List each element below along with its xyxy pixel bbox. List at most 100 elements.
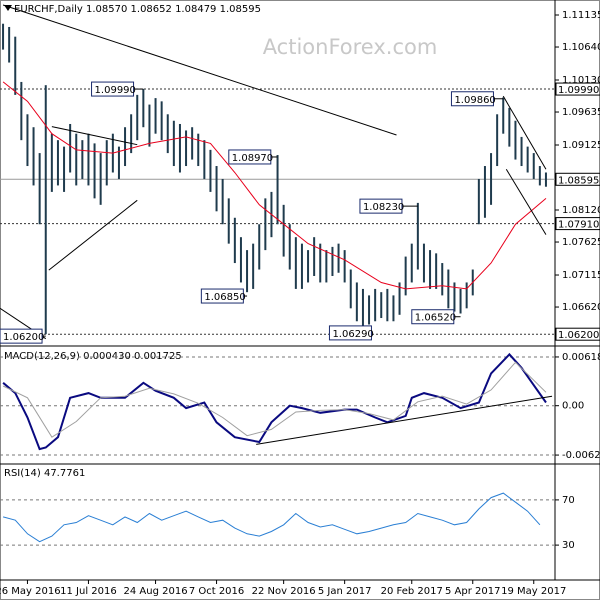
price-bar bbox=[215, 166, 218, 212]
price-bar bbox=[105, 140, 108, 186]
price-bar bbox=[459, 288, 462, 314]
trend-line bbox=[48, 199, 138, 271]
annotation-box bbox=[0, 328, 43, 344]
moving-average bbox=[2, 81, 547, 290]
price-bar bbox=[75, 133, 78, 186]
y-tick-label: 1.08120 bbox=[562, 205, 600, 216]
price-bar bbox=[221, 178, 224, 225]
price-bar bbox=[172, 120, 175, 167]
price-bar bbox=[538, 166, 541, 186]
price-bar bbox=[26, 114, 29, 167]
price-bar bbox=[32, 127, 35, 186]
price-bar bbox=[319, 243, 322, 283]
price-bar bbox=[227, 198, 230, 244]
x-tick-label: 11 Jul 2016 bbox=[60, 586, 117, 597]
annotation-box bbox=[328, 325, 372, 341]
price-bar bbox=[490, 153, 493, 205]
x-tick-label: 5 Apr 2017 bbox=[445, 586, 500, 597]
panel-title: EURCHF,Daily 1.08570 1.08652 1.08479 1.0… bbox=[14, 4, 261, 15]
price-bar bbox=[349, 269, 352, 309]
price-bar bbox=[288, 224, 291, 270]
trend-line bbox=[502, 95, 547, 170]
trend-line bbox=[256, 395, 553, 445]
price-bar bbox=[398, 282, 401, 315]
y-tick-label: 70 bbox=[562, 495, 575, 506]
price-bar bbox=[233, 217, 236, 264]
level-label: 1.07910 bbox=[558, 220, 599, 231]
price-bar bbox=[38, 153, 41, 225]
price-bar bbox=[8, 26, 11, 63]
annotation-box bbox=[411, 309, 455, 325]
trend-line bbox=[2, 4, 397, 136]
price-bar bbox=[56, 140, 59, 186]
price-bar bbox=[447, 269, 450, 309]
price-bar bbox=[191, 127, 194, 160]
price-bar bbox=[410, 243, 413, 283]
price-bar bbox=[526, 146, 529, 173]
price-bar bbox=[178, 123, 181, 173]
level-box bbox=[555, 327, 600, 341]
price-bar bbox=[166, 114, 169, 154]
price-bar bbox=[154, 98, 157, 134]
annotation-box bbox=[359, 198, 403, 214]
annotation-label: 1.08230 bbox=[363, 202, 404, 213]
price-bar bbox=[93, 143, 96, 199]
price-bar bbox=[63, 146, 66, 192]
price-bar bbox=[136, 94, 139, 141]
y-tick-label: 1.09125 bbox=[562, 140, 600, 151]
price-bar bbox=[276, 155, 279, 225]
x-tick-label: 24 Aug 2016 bbox=[124, 586, 188, 597]
price-bar bbox=[300, 243, 303, 289]
price-bar bbox=[532, 153, 535, 179]
price-bar bbox=[404, 256, 407, 296]
watermark: ActionForex.com bbox=[263, 35, 438, 59]
price-bar bbox=[14, 36, 17, 95]
level-box bbox=[555, 82, 600, 96]
y-tick-label: 1.09635 bbox=[562, 107, 600, 118]
x-tick-label: 7 Oct 2016 bbox=[189, 586, 244, 597]
annotation-label: 1.09860 bbox=[454, 95, 495, 106]
x-tick-label: 19 May 2017 bbox=[501, 586, 566, 597]
price-bar bbox=[197, 133, 200, 167]
price-bar bbox=[416, 202, 419, 270]
price-bar bbox=[313, 237, 316, 276]
x-tick-label: 5 Jan 2017 bbox=[318, 586, 372, 597]
price-bar bbox=[99, 153, 102, 205]
price-bar bbox=[2, 23, 5, 50]
annotation-label: 1.06200 bbox=[3, 332, 44, 343]
price-bar bbox=[337, 243, 340, 273]
y-tick-label: 1.07115 bbox=[562, 270, 600, 281]
annotation-label: 1.09990 bbox=[95, 85, 136, 96]
price-bar bbox=[294, 237, 297, 289]
y-tick-label: 1.10640 bbox=[562, 42, 600, 53]
price-bar bbox=[392, 295, 395, 322]
annotation-box bbox=[228, 149, 272, 165]
price-bar bbox=[368, 295, 371, 325]
price-bar bbox=[124, 127, 127, 167]
price-bar bbox=[331, 246, 334, 276]
annotation-label: 1.06520 bbox=[415, 313, 456, 324]
annotation-box bbox=[200, 288, 244, 304]
y-tick-label: -0.00626 bbox=[562, 450, 600, 461]
price-bar bbox=[380, 292, 383, 319]
y-tick-label: 30 bbox=[562, 540, 575, 551]
price-bar bbox=[435, 253, 438, 289]
trend-line bbox=[505, 169, 547, 235]
price-bar bbox=[386, 288, 389, 322]
price-bar bbox=[20, 81, 23, 141]
price-bar bbox=[465, 282, 468, 309]
annotation-label: 1.06850 bbox=[204, 292, 245, 303]
price-bar bbox=[282, 204, 285, 257]
price-bar bbox=[50, 133, 53, 192]
price-bar bbox=[239, 237, 242, 283]
price-bar bbox=[264, 198, 267, 251]
line-series bbox=[2, 492, 541, 543]
line-series bbox=[2, 361, 547, 438]
price-bar bbox=[520, 136, 523, 167]
level-box bbox=[555, 217, 600, 231]
price-bar bbox=[44, 85, 47, 335]
price-bar bbox=[544, 172, 547, 187]
y-tick-label: 0.00618 bbox=[562, 352, 600, 363]
annotation-label: 1.06290 bbox=[332, 329, 373, 340]
